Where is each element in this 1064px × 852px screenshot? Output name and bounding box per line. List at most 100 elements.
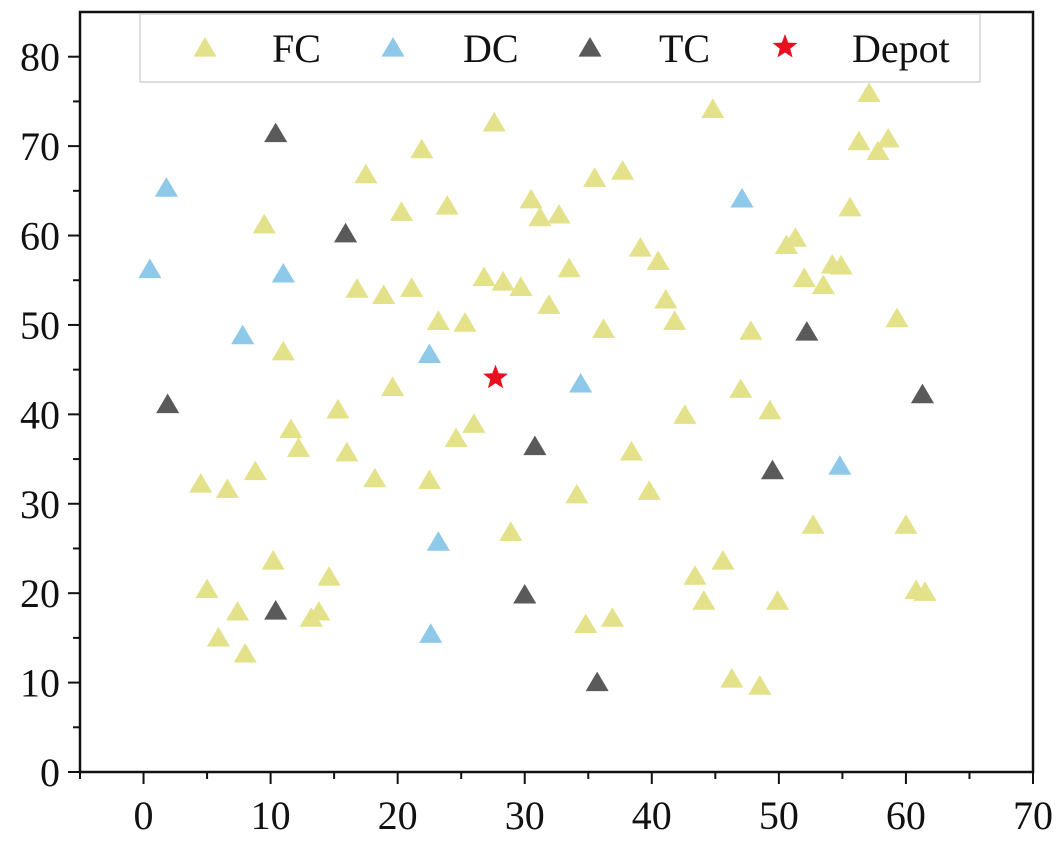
- data-point-fc: [646, 250, 670, 271]
- data-point-dc: [419, 623, 443, 643]
- data-point-fc: [801, 514, 825, 534]
- legend-label-dc: DC: [463, 26, 519, 71]
- x-tick-label: 10: [251, 793, 291, 838]
- data-point-dc: [730, 187, 754, 208]
- data-point-fc: [711, 549, 735, 570]
- data-point-fc: [271, 340, 295, 361]
- data-point-fc: [729, 378, 753, 398]
- series-depot: [483, 364, 508, 389]
- x-tick-label: 30: [505, 793, 545, 838]
- data-point-fc: [619, 440, 644, 461]
- y-tick-label: 30: [20, 482, 60, 527]
- data-point-fc: [866, 140, 890, 161]
- data-point-fc: [252, 213, 276, 234]
- data-point-fc: [335, 441, 359, 462]
- data-point-tc: [264, 122, 288, 143]
- data-point-fc: [482, 111, 506, 132]
- data-point-fc: [307, 600, 331, 621]
- x-tick-label: 60: [886, 793, 926, 838]
- legend-entry-tc: TC: [578, 26, 710, 71]
- data-point-fc: [591, 318, 616, 338]
- legend: FC DC TC Depot: [139, 13, 981, 83]
- data-point-fc: [557, 257, 581, 278]
- data-point-fc: [528, 206, 552, 227]
- data-point-fc: [389, 201, 414, 221]
- data-point-fc: [326, 398, 350, 419]
- data-point-tc: [585, 671, 609, 692]
- data-point-fc: [628, 237, 652, 257]
- series-fc: [189, 82, 937, 695]
- data-point-fc: [758, 399, 782, 420]
- data-point-fc: [491, 271, 515, 291]
- series-dc: [138, 177, 852, 643]
- data-point-tc: [513, 583, 537, 604]
- data-point-depot: [483, 364, 508, 389]
- y-tick-label: 60: [20, 214, 60, 259]
- legend-entry-dc: DC: [381, 26, 519, 71]
- legend-entry-depot: Depot: [772, 26, 950, 71]
- data-point-fc: [372, 284, 396, 305]
- legend-label-fc: FC: [272, 26, 321, 71]
- data-point-fc: [600, 607, 624, 627]
- data-point-fc: [189, 473, 213, 493]
- data-point-dc: [138, 258, 162, 279]
- legend-marker-fc: [193, 37, 217, 57]
- data-point-fc: [537, 294, 561, 314]
- legend-label-tc: TC: [659, 26, 710, 71]
- data-point-dc: [569, 372, 593, 393]
- data-point-fc: [663, 310, 687, 330]
- data-point-fc: [683, 565, 707, 585]
- legend-entry-fc: FC: [193, 26, 321, 71]
- data-point-fc: [215, 478, 239, 499]
- data-point-tc: [795, 321, 819, 341]
- data-point-fc: [233, 642, 257, 663]
- x-tick-label: 70: [1013, 793, 1053, 838]
- data-point-fc: [354, 163, 378, 184]
- legend-marker-dc: [381, 37, 405, 57]
- data-point-fc: [913, 581, 937, 601]
- data-point-tc: [760, 459, 785, 480]
- data-point-fc: [444, 427, 468, 448]
- data-point-fc: [792, 267, 816, 288]
- data-point-fc: [462, 413, 486, 433]
- data-point-fc: [279, 418, 303, 439]
- data-point-dc: [417, 343, 441, 364]
- x-tick-label: 0: [134, 793, 154, 838]
- x-tick-label: 20: [378, 793, 418, 838]
- data-point-fc: [692, 590, 716, 610]
- data-point-fc: [499, 521, 523, 541]
- data-point-fc: [435, 195, 459, 215]
- legend-box: [139, 13, 981, 83]
- y-tick-label: 10: [20, 661, 60, 706]
- data-point-fc: [509, 276, 533, 296]
- data-point-fc: [673, 404, 697, 424]
- data-point-tc: [334, 222, 358, 243]
- data-point-tc: [264, 600, 288, 620]
- data-point-fc: [894, 514, 918, 534]
- data-point-fc: [243, 460, 267, 481]
- data-point-fc: [381, 376, 405, 397]
- data-point-fc: [565, 483, 589, 504]
- data-point-dc: [426, 531, 450, 551]
- data-point-fc: [410, 138, 434, 159]
- data-point-fc: [574, 613, 598, 634]
- data-point-dc: [154, 177, 178, 197]
- y-tick-label: 40: [20, 392, 60, 437]
- data-point-fc: [206, 626, 231, 647]
- data-point-fc: [453, 312, 477, 332]
- data-point-fc: [885, 307, 909, 328]
- x-tick-label: 40: [632, 793, 672, 838]
- data-point-fc: [547, 203, 571, 224]
- data-point-fc: [847, 130, 871, 151]
- y-tick-label: 80: [20, 35, 60, 80]
- data-point-fc: [363, 467, 387, 488]
- legend-marker-depot: [772, 34, 798, 58]
- data-point-fc: [654, 288, 678, 309]
- y-tick-label: 70: [20, 124, 60, 169]
- data-point-fc: [637, 480, 661, 500]
- plot-marks: [138, 82, 937, 695]
- data-point-fc: [701, 98, 725, 119]
- y-tick-label: 0: [40, 750, 60, 795]
- x-tick-label: 50: [759, 793, 799, 838]
